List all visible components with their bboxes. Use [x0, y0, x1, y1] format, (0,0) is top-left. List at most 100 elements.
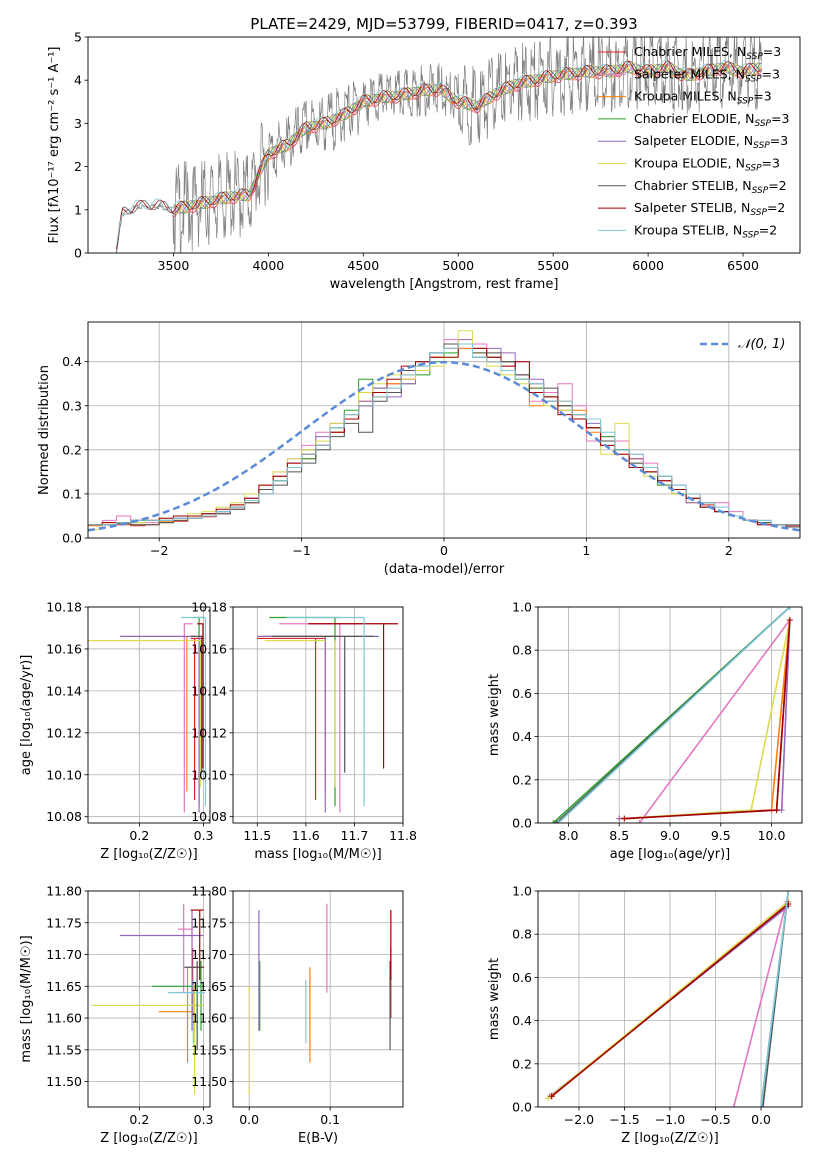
tick-label-x: 3500 [158, 258, 190, 273]
legend-label: Chabrier ELODIE, NSSP=3 [634, 111, 789, 129]
axes-frame [232, 606, 404, 824]
tick-label-x: 0.3 [194, 828, 214, 843]
tick-label-y: 10.14 [46, 683, 82, 698]
tick-label-x: 0.2 [129, 1112, 149, 1127]
axes-frame [232, 890, 404, 1108]
y-axis-label: Normed distribution [37, 365, 52, 495]
plot-area-massweight_vs_Z [545, 891, 792, 1107]
tick-label-x: 0.3 [194, 1112, 214, 1127]
legend-label: Chabrier MILES, NSSP=3 [634, 44, 781, 62]
tick-label-x: 11.6 [292, 828, 320, 843]
axes-massweight_vs_age: 8.0 8.5 9.0 9.5 10.0 0.0 0.2 0.4 0.6 0.8 1.0 age [l… [487, 600, 803, 862]
tick-label-x: 0 [440, 543, 448, 558]
model-line-7 [116, 60, 763, 250]
axes-mass_vs_Z: 0.2 0.3 11.50 11.55 11.60 11.65 11.70 11.75 11.8… [19, 884, 214, 1147]
tick-label-y: 0.0 [512, 1100, 532, 1115]
mass-weight-line-1 [638, 619, 791, 823]
grid-age_vs_Z [88, 606, 210, 823]
tick-label-y: 0.2 [512, 772, 532, 787]
mass-weight-marker-8 [786, 607, 793, 610]
tick-label-x: 9.5 [711, 828, 731, 843]
axes-frame [87, 36, 801, 254]
mass-weight-line-7 [551, 903, 789, 1097]
tick-label-x: 9.0 [660, 828, 680, 843]
tick-label-y: 11.75 [46, 915, 82, 930]
x-axis-label: age [log₁₀(age/yr)] [610, 847, 731, 862]
tick-label-y: 1.0 [512, 884, 532, 899]
tick-label-x: 6000 [632, 258, 664, 273]
tick-label-y: 11.50 [46, 1074, 82, 1089]
tick-label-x: 8.5 [609, 828, 629, 843]
tick-label-x: 4000 [252, 258, 284, 273]
tick-label-y: 0.1 [62, 486, 82, 501]
tick-label-y: 0.4 [62, 354, 82, 369]
mass-weight-marker-7 [786, 616, 793, 623]
tick-label-y: 0.6 [512, 970, 532, 985]
tick-label-x: −1.0 [655, 1112, 685, 1127]
axes-frame [537, 890, 803, 1108]
tick-label-y: 10.18 [46, 600, 82, 615]
model-line-6 [116, 60, 763, 253]
tick-label-y: 0.4 [512, 729, 532, 744]
tick-label-y: 0 [74, 246, 82, 261]
legend-label: 𝒩(0, 1) [738, 337, 785, 352]
x-axis-label: (data-model)/error [384, 562, 505, 577]
tick-label-x: −2 [150, 543, 168, 558]
plot-area-mass_vs_Z [91, 903, 205, 1095]
tick-label-x: 0.0 [751, 1112, 771, 1127]
model-line-8 [116, 59, 763, 246]
tick-label-y: 11.65 [191, 979, 227, 994]
tick-label-y: 11.70 [191, 947, 227, 962]
legend-label: Chabrier STELIB, NSSP=2 [634, 178, 787, 196]
tick-label-x: 10.0 [758, 828, 786, 843]
axes-frame [87, 321, 801, 539]
tick-label-y: 10.12 [46, 725, 82, 740]
tick-label-y: 0.6 [512, 686, 532, 701]
axes-massweight_vs_Z: −2.0 −1.5 −1.0 −0.5 0.0 0.0 0.2 0.4 0.6 0.8 1.0 Z [… [487, 884, 803, 1146]
tick-label-y: 5 [74, 30, 82, 45]
mass-weight-marker-1 [636, 820, 643, 823]
tick-label-y: 11.80 [191, 884, 227, 899]
tick-label-y: 0.4 [512, 1013, 532, 1028]
axes-mass_vs_ebv: 0.0 0.1 11.50 11.55 11.60 11.65 11.70 11.75 11.8… [191, 884, 404, 1146]
axes-age_vs_Z: 0.2 0.3 10.08 10.10 10.12 10.14 10.16 10.18 Z [l… [19, 600, 214, 863]
tick-label-x: 0.2 [129, 828, 149, 843]
y-axis-label: mass weight [487, 674, 502, 756]
model-line-4 [173, 62, 762, 214]
y-axis-label: Flux [fλ10⁻¹⁷ erg cm⁻² s⁻¹ A⁻¹] [47, 47, 62, 244]
x-axis-label: Z [log₁₀(Z/Z☉)] [100, 1131, 197, 1146]
axes-residuals: −2 −1 0 1 2 0.0 0.1 0.2 0.3 0.4 (data-model)/error… [37, 321, 801, 577]
mass-weight-marker-8 [785, 891, 792, 894]
tick-label-y: 0.0 [512, 816, 532, 831]
tick-label-y: 11.65 [46, 979, 82, 994]
mass-weight-line-8 [760, 891, 790, 1107]
y-axis-label: mass [log₁₀(M/M☉)] [19, 935, 34, 1062]
histogram-step-8 [88, 343, 800, 538]
tick-label-y: 0.0 [62, 531, 82, 546]
y-axis-label: age [log₁₀(age/yr)] [19, 655, 34, 776]
plot-area-spectrum [116, 37, 763, 253]
histogram-step-5 [88, 330, 800, 538]
tick-label-x: 11.7 [341, 828, 369, 843]
tick-label-x: −1 [292, 543, 310, 558]
tick-label-y: 0.8 [512, 927, 532, 942]
spectrum-legend: Chabrier MILES, NSSP=3 Salpeter MILES, NS… [598, 44, 789, 240]
tick-label-y: 10.12 [191, 725, 227, 740]
tick-label-x: −2.0 [564, 1112, 594, 1127]
mass-weight-marker-8 [758, 1104, 765, 1107]
tick-label-x: 11.8 [389, 828, 417, 843]
mass-weight-marker-5 [545, 1095, 552, 1102]
axes-frame [87, 606, 211, 824]
legend-label: Salpeter ELODIE, NSSP=3 [634, 133, 788, 151]
tick-label-x: 0.1 [320, 1112, 340, 1127]
mass-weight-marker-3 [550, 820, 557, 823]
mass-weight-marker-7 [621, 815, 628, 822]
tick-label-y: 10.16 [46, 641, 82, 656]
tick-label-x: 0.0 [239, 1112, 259, 1127]
tick-label-y: 10.08 [46, 809, 82, 824]
tick-label-x: 4500 [347, 258, 379, 273]
axes-age_vs_mass: 11.5 11.6 11.7 11.8 10.08 10.10 10.12 10.14 10.1… [191, 600, 417, 863]
mass-weight-marker-1 [730, 1104, 737, 1107]
tick-label-x: −0.5 [700, 1112, 730, 1127]
